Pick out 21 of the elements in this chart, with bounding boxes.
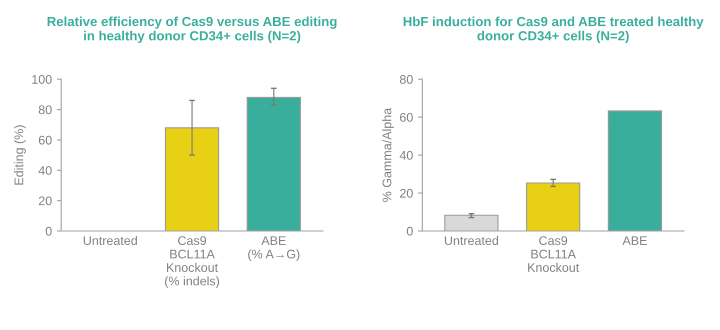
x-tick-label: Cas9 BCL11A Knockout (% indels) — [165, 236, 220, 288]
y-tick-label: 20 — [400, 188, 413, 198]
y-axis-title: % Gamma/Alpha — [382, 108, 394, 202]
y-tick-label: 40 — [400, 150, 413, 160]
chart-title: HbF induction for Cas9 and ABE treated healthy donor CD34+ cells (N=2) — [404, 16, 704, 44]
x-tick-label: Untreated — [84, 236, 137, 246]
x-tick-label: Untreated — [444, 236, 498, 246]
y-tick-label: 0 — [46, 226, 52, 236]
y-tick-label: 20 — [38, 196, 52, 206]
y-tick-label: 100 — [32, 75, 52, 84]
y-tick-label: 40 — [38, 166, 52, 175]
y-tick-label: 80 — [38, 105, 52, 114]
chart-title: Relative efficiency of Cas9 versus ABE editing in healthy donor CD34+ cells (N=2) — [48, 16, 336, 44]
y-tick-label: 80 — [400, 75, 413, 84]
x-tick-label: Cas9 BCL11A Knockout — [528, 236, 580, 272]
x-tick-label: ABE — [622, 236, 647, 245]
y-axis-title: Editing (%) — [14, 125, 26, 185]
y-tick-label: 0 — [406, 226, 413, 236]
x-tick-label: ABE (% A→G) — [248, 236, 300, 261]
y-tick-label: 60 — [38, 136, 52, 145]
y-tick-label: 60 — [400, 112, 413, 122]
